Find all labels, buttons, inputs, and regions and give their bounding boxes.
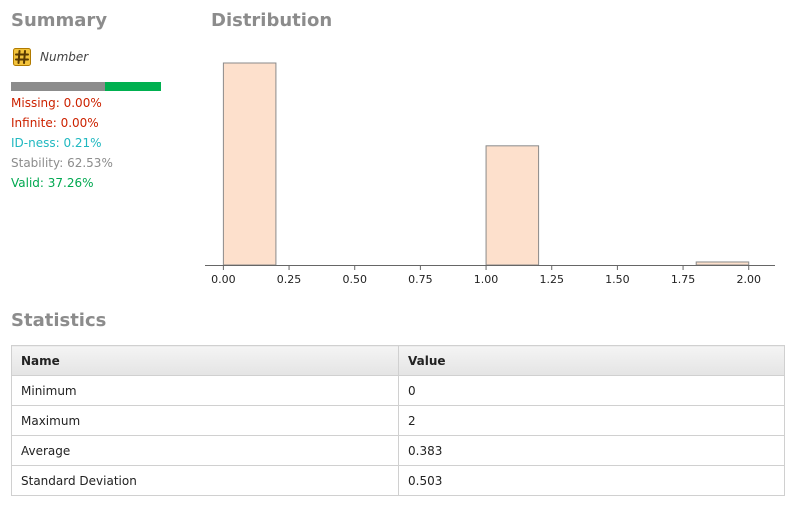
row-value-cell: 0 — [398, 375, 785, 406]
table-row: Maximum 2 — [11, 405, 785, 436]
row-value-cell: 2 — [398, 405, 785, 436]
x-tick-label: 2.00 — [736, 273, 761, 286]
column-header-name[interactable]: Name — [11, 345, 399, 376]
column-header-value[interactable]: Value — [398, 345, 785, 376]
x-tick-label: 1.00 — [474, 273, 499, 286]
table-header-row: Name Value — [11, 345, 785, 376]
row-name-cell: Average — [11, 435, 399, 466]
type-label: Number — [40, 50, 89, 64]
row-value-cell: 0.503 — [398, 465, 785, 496]
x-tick-label: 1.50 — [605, 273, 630, 286]
row-value-cell: 0.383 — [398, 435, 785, 466]
quality-bar-stability-segment — [11, 82, 105, 91]
x-tick-label: 0.75 — [408, 273, 433, 286]
distribution-title: Distribution — [211, 10, 333, 31]
row-name-cell: Maximum — [11, 405, 399, 436]
number-hash-icon — [13, 48, 31, 66]
summary-title: Summary — [11, 10, 108, 31]
distribution-histogram: 0.00 0.25 0.50 0.75 1.00 1.25 1.50 1.75 2.00 — [205, 62, 775, 286]
quality-bar — [11, 82, 161, 91]
stat-id-ness: ID-ness: 0.21% — [11, 136, 102, 150]
stat-valid: Valid: 37.26% — [11, 176, 94, 190]
x-tick-label: 0.00 — [211, 273, 236, 286]
stat-missing: Missing: 0.00% — [11, 96, 102, 110]
type-indicator: Number — [13, 48, 88, 66]
table-row: Average 0.383 — [11, 435, 785, 466]
table-row: Standard Deviation 0.503 — [11, 465, 785, 496]
x-tick-label: 0.50 — [342, 273, 367, 286]
quality-bar-valid-segment — [104, 82, 161, 91]
x-tick-label: 1.25 — [539, 273, 564, 286]
stat-stability: Stability: 62.53% — [11, 156, 113, 170]
row-name-cell: Standard Deviation — [11, 465, 399, 496]
row-name-cell: Minimum — [11, 375, 399, 406]
x-tick-label: 0.25 — [277, 273, 302, 286]
statistics-title: Statistics — [11, 310, 107, 331]
histogram-bar[interactable] — [485, 145, 540, 266]
statistics-table: Name Value Minimum 0 Maximum 2 Average 0… — [11, 345, 785, 496]
stat-infinite: Infinite: 0.00% — [11, 116, 99, 130]
x-tick-label: 1.75 — [671, 273, 696, 286]
table-row: Minimum 0 — [11, 375, 785, 406]
histogram-bar[interactable] — [695, 261, 750, 266]
histogram-bar[interactable] — [222, 62, 277, 266]
